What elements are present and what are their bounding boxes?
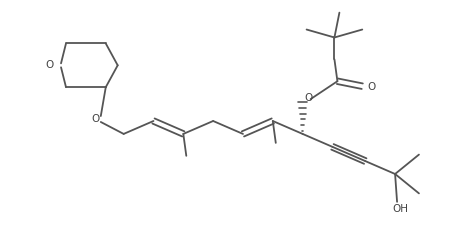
Text: O: O [367,82,375,92]
Text: OH: OH [392,204,408,214]
Text: O: O [45,60,53,70]
Text: O: O [92,114,100,124]
Text: O: O [304,93,313,103]
